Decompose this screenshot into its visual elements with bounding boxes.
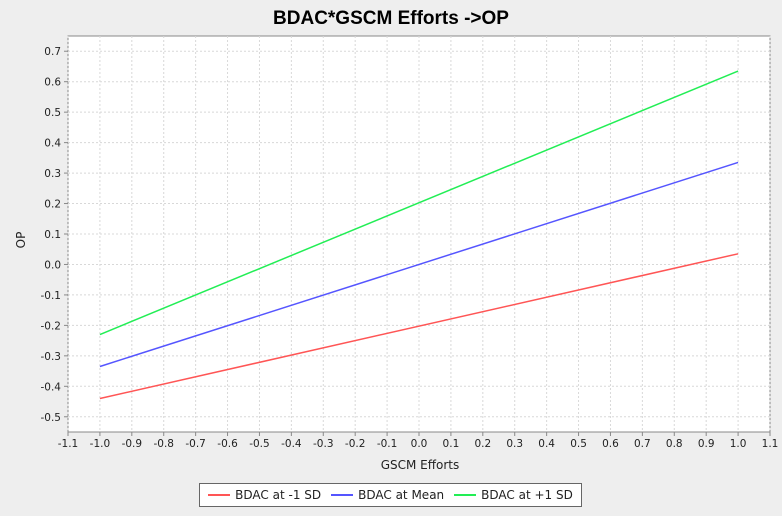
y-tick-label: 0.7 [44, 46, 61, 58]
x-tick-label: 0.3 [506, 438, 523, 450]
y-axis-ticks: 0.7 0.6 0.5 0.4 0.3 0.2 0.1 0.0 -0.1 -0.2 -0.3 -0.4… [41, 46, 68, 424]
x-tick-label: 0.6 [602, 438, 619, 450]
x-tick-label: -0.6 [217, 438, 238, 450]
legend-swatch [454, 494, 477, 496]
x-tick-label: -0.4 [281, 438, 302, 450]
x-tick-label: 0.8 [666, 438, 683, 450]
x-tick-label: -0.8 [153, 438, 174, 450]
x-tick-label: 1.1 [762, 438, 779, 450]
x-tick-label: 1.0 [730, 438, 747, 450]
y-tick-label: 0.5 [44, 107, 61, 119]
series-line-3 [99, 70, 739, 336]
x-tick-label: -1.0 [90, 438, 111, 450]
x-tick-label: -0.5 [249, 438, 270, 450]
y-tick-label: 0.4 [44, 138, 61, 150]
x-tick-label: 0.7 [634, 438, 651, 450]
y-tick-label: 0.6 [44, 77, 61, 89]
legend-swatch [331, 494, 354, 496]
x-tick-label: 0.5 [570, 438, 587, 450]
x-tick-label: -0.7 [185, 438, 206, 450]
x-tick-label: -0.9 [122, 438, 143, 450]
legend-label: BDAC at Mean [358, 488, 445, 502]
x-tick-label: 0.9 [698, 438, 715, 450]
x-axis-ticks: -1.1 -1.0 -0.9 -0.8 -0.7 -0.6 -0.5 -0.4 -0.3 -0.2… [58, 432, 779, 450]
series-lines [99, 70, 739, 400]
y-tick-label: -0.5 [41, 412, 62, 424]
x-tick-label: 0.4 [538, 438, 555, 450]
legend-label: BDAC at +1 SD [481, 488, 573, 502]
x-axis-label: GSCM Efforts [381, 458, 460, 472]
legend-item: BDAC at Mean [331, 488, 444, 502]
legend-item: BDAC at +1 SD [454, 488, 573, 502]
legend-item: BDAC at -1 SD [208, 488, 321, 502]
y-tick-label: 0.1 [44, 229, 61, 241]
y-tick-label: -0.1 [41, 290, 62, 302]
y-tick-label: -0.4 [41, 381, 62, 393]
y-tick-label: 0.3 [44, 168, 61, 180]
y-tick-label: 0.2 [44, 199, 61, 211]
y-tick-label: 0.0 [44, 259, 61, 271]
x-tick-label: -0.2 [345, 438, 366, 450]
series-line-2 [99, 161, 739, 368]
chart-title: BDAC*GSCM Efforts ->OP [273, 8, 509, 29]
y-tick-label: -0.2 [41, 320, 62, 332]
x-tick-label: -0.3 [313, 438, 334, 450]
series-line-1 [99, 253, 739, 400]
y-axis-label: OP [14, 232, 28, 249]
x-tick-label: 0.1 [443, 438, 460, 450]
x-tick-label: -0.1 [377, 438, 398, 450]
legend-swatch [208, 494, 231, 496]
y-tick-label: -0.3 [41, 351, 62, 363]
grid [67, 36, 771, 432]
legend-label: BDAC at -1 SD [235, 488, 322, 502]
x-tick-label: -1.1 [58, 438, 79, 450]
x-tick-label: 0.0 [411, 438, 428, 450]
x-tick-label: 0.2 [474, 438, 491, 450]
legend: BDAC at -1 SD BDAC at Mean BDAC at +1 SD [199, 483, 582, 507]
